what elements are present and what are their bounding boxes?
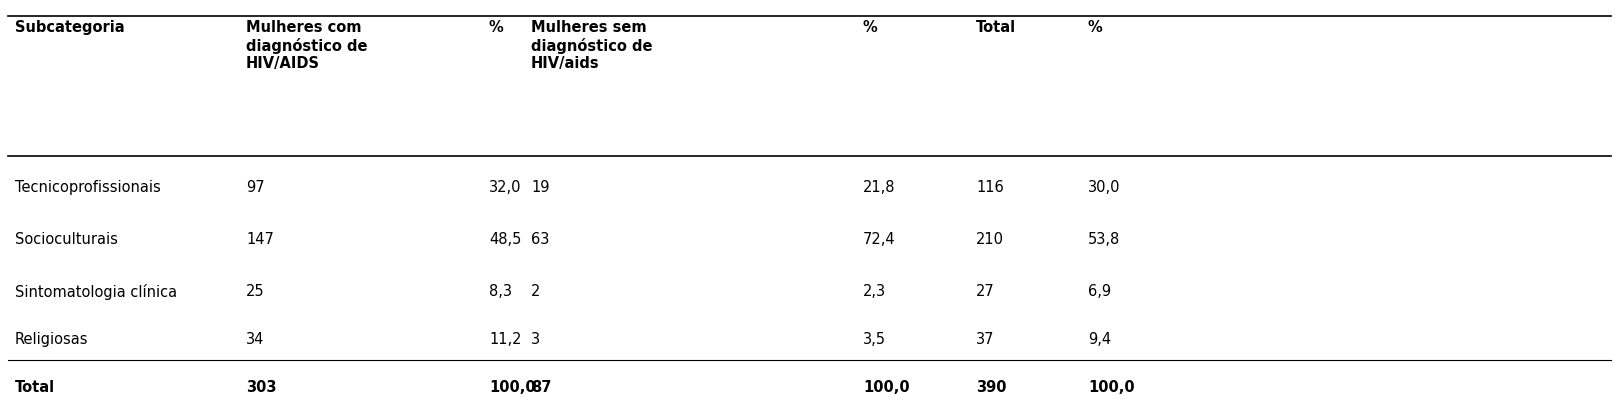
Text: 6,9: 6,9 (1088, 284, 1111, 299)
Text: 30,0: 30,0 (1088, 180, 1120, 195)
Text: 53,8: 53,8 (1088, 232, 1120, 247)
Text: Mulheres sem
diagnóstico de
HIV/aids: Mulheres sem diagnóstico de HIV/aids (531, 20, 652, 71)
Text: 97: 97 (246, 180, 266, 195)
Text: 390: 390 (976, 380, 1007, 395)
Text: 25: 25 (246, 284, 266, 299)
Text: Total: Total (15, 380, 55, 395)
Text: 72,4: 72,4 (863, 232, 895, 247)
Text: 48,5: 48,5 (489, 232, 521, 247)
Text: 100,0: 100,0 (489, 380, 536, 395)
Text: 100,0: 100,0 (863, 380, 910, 395)
Text: 11,2: 11,2 (489, 332, 521, 347)
Text: 100,0: 100,0 (1088, 380, 1135, 395)
Text: 3: 3 (531, 332, 541, 347)
Text: Mulheres com
diagnóstico de
HIV/AIDS: Mulheres com diagnóstico de HIV/AIDS (246, 20, 368, 71)
Text: %: % (1088, 20, 1103, 35)
Text: 34: 34 (246, 332, 264, 347)
Text: 32,0: 32,0 (489, 180, 521, 195)
Text: 37: 37 (976, 332, 994, 347)
Text: Religiosas: Religiosas (15, 332, 87, 347)
Text: 116: 116 (976, 180, 1004, 195)
Text: 9,4: 9,4 (1088, 332, 1111, 347)
Text: 63: 63 (531, 232, 549, 247)
Text: Tecnicoprofissionais: Tecnicoprofissionais (15, 180, 160, 195)
Text: 87: 87 (531, 380, 552, 395)
Text: %: % (489, 20, 504, 35)
Text: 147: 147 (246, 232, 274, 247)
Text: 303: 303 (246, 380, 277, 395)
Text: 27: 27 (976, 284, 996, 299)
Text: 210: 210 (976, 232, 1004, 247)
Text: 3,5: 3,5 (863, 332, 886, 347)
Text: %: % (863, 20, 877, 35)
Text: 21,8: 21,8 (863, 180, 895, 195)
Text: 19: 19 (531, 180, 549, 195)
Text: 2,3: 2,3 (863, 284, 886, 299)
Text: Subcategoria: Subcategoria (15, 20, 125, 35)
Text: Total: Total (976, 20, 1017, 35)
Text: 8,3: 8,3 (489, 284, 512, 299)
Text: Socioculturais: Socioculturais (15, 232, 118, 247)
Text: Sintomatologia clínica: Sintomatologia clínica (15, 284, 176, 300)
Text: 2: 2 (531, 284, 541, 299)
